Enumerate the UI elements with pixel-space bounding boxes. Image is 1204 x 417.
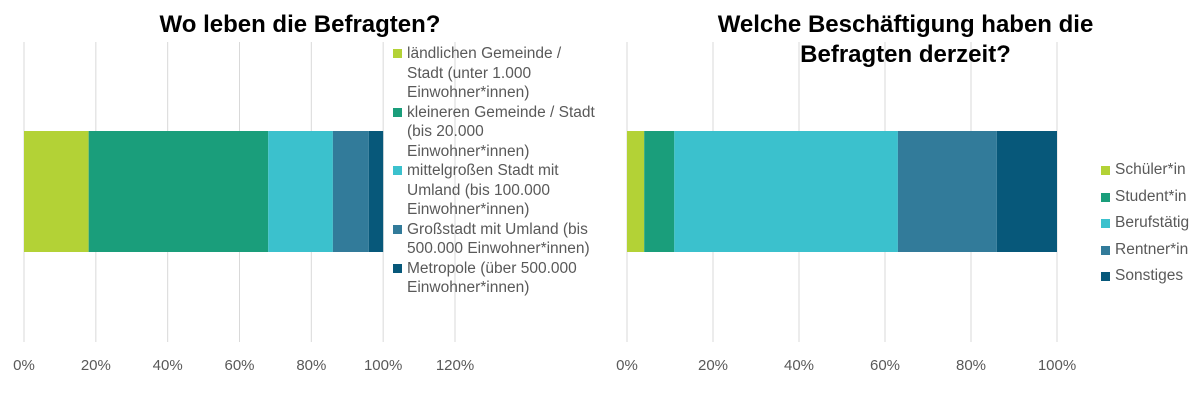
legend-item: Schüler*in — [1101, 157, 1201, 184]
bar-segment — [88, 131, 269, 252]
legend-item: mittelgroßen Stadt mit Umland (bis 100.0… — [393, 161, 598, 220]
chart-occupation: 0% 20% 40% 60% 80% 100% Welche Beschäftigung … — [600, 0, 1204, 417]
legend-swatch — [1101, 219, 1110, 228]
x-tick-label: 0% — [616, 357, 638, 374]
legend-swatch — [1101, 166, 1110, 175]
x-tick-label: 20% — [81, 357, 111, 374]
x-tick-label: 80% — [956, 357, 986, 374]
bar-segment — [332, 131, 369, 252]
bar-segment — [897, 131, 997, 252]
legend-swatch — [393, 107, 402, 117]
legend-item: Metropole (über 500.000 Einwohner*innen) — [393, 259, 598, 298]
legend-swatch — [393, 224, 402, 234]
x-tick-label: 0% — [13, 357, 35, 374]
x-tick-label: 100% — [1038, 357, 1076, 374]
x-tick-label: 100% — [364, 357, 402, 374]
legend-swatch — [1101, 245, 1110, 255]
legend-label: ländlichen Gemeinde / Stadt (unter 1.000… — [407, 45, 562, 101]
legend-swatch — [393, 166, 402, 175]
legend-swatch — [1101, 272, 1110, 281]
legend-label: Metropole (über 500.000 Einwohner*innen) — [407, 259, 577, 297]
bar-segment — [627, 131, 645, 252]
legend-swatch — [1101, 192, 1110, 202]
legend-swatch — [393, 263, 402, 273]
legend-label: Rentner*in — [1115, 240, 1189, 258]
x-tick-label: 60% — [870, 357, 900, 374]
legend-item: Rentner*in — [1101, 237, 1201, 264]
chart-residence-legend: ländlichen Gemeinde / Stadt (unter 1.000… — [393, 44, 598, 298]
legend-item: Student*in — [1101, 184, 1201, 211]
bar-segment — [996, 131, 1057, 252]
legend-label: Student*in — [1115, 187, 1187, 205]
legend-swatch — [393, 49, 402, 58]
legend-label: Berufstätig — [1115, 214, 1190, 231]
legend-label: Sonstiges — [1115, 267, 1184, 284]
chart-occupation-plot: 0% 20% 40% 60% 80% 100% — [616, 42, 1076, 374]
legend-item: ländlichen Gemeinde / Stadt (unter 1.000… — [393, 44, 598, 103]
legend-item: Sonstiges — [1101, 263, 1201, 290]
x-tick-label: 60% — [224, 357, 254, 374]
chart-residence: 0% 20% 40% 60% 80% 100% 120% Wo leben die Befr… — [0, 0, 600, 417]
x-tick-label: 40% — [784, 357, 814, 374]
bar-segment — [674, 131, 898, 252]
legend-item: Berufstätig — [1101, 210, 1201, 237]
legend-label: Schüler*in — [1115, 161, 1186, 178]
bar-segment — [644, 131, 675, 252]
x-tick-label: 40% — [153, 357, 183, 374]
chart-residence-plot: 0% 20% 40% 60% 80% 100% 120% — [13, 42, 474, 374]
legend-label: mittelgroßen Stadt mit Umland (bis 100.0… — [407, 162, 559, 218]
legend-item: kleineren Gemeinde / Stadt (bis 20.000 E… — [393, 103, 598, 162]
bar-segment — [268, 131, 333, 252]
chart-residence-title: Wo leben die Befragten? — [159, 11, 441, 38]
legend-label: kleineren Gemeinde / Stadt (bis 20.000 E… — [407, 103, 595, 160]
chart-occupation-legend: Schüler*in Student*in Berufstätig Rentner*i… — [1101, 157, 1201, 290]
x-tick-label: 80% — [296, 357, 326, 374]
legend-item: Großstadt mit Umland (bis 500.000 Einwoh… — [393, 220, 598, 259]
bar-segment — [368, 131, 384, 252]
bar-segment — [24, 131, 89, 252]
chart-occupation-title: Welche Beschäftigung haben die Befragten… — [717, 11, 1094, 68]
x-tick-label: 20% — [698, 357, 728, 374]
x-tick-label: 120% — [436, 357, 474, 374]
legend-label: Großstadt mit Umland (bis 500.000 Einwoh… — [407, 220, 590, 258]
